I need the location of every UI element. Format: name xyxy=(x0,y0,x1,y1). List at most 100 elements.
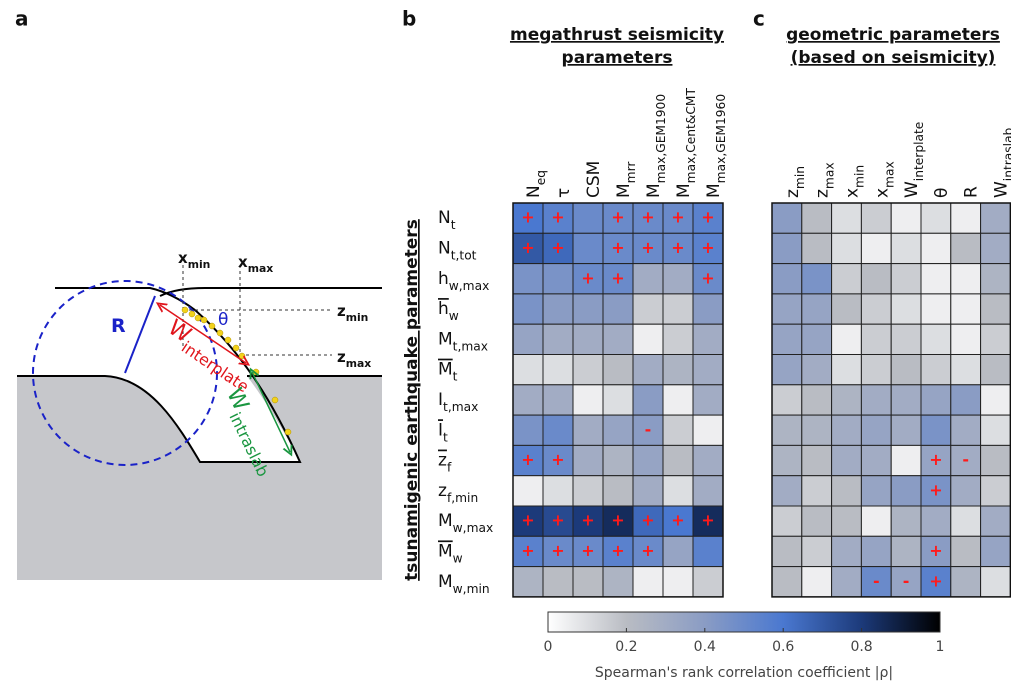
label-sub: mrr xyxy=(624,161,638,184)
heatmap-cell xyxy=(950,293,982,325)
significance-marker: - xyxy=(645,420,652,439)
theta-label: θ xyxy=(218,310,228,330)
heatmap-cell xyxy=(662,202,694,234)
heatmap-cell xyxy=(980,263,1011,295)
panel-letter: a xyxy=(15,7,29,31)
column-label: Mmax,GEM1900 xyxy=(644,94,668,198)
label-sub: w,max xyxy=(453,521,494,535)
column-label: Mmax,Cent&CMT xyxy=(674,88,698,198)
heatmap-cell xyxy=(831,535,862,568)
heatmap-cell xyxy=(890,566,922,598)
heatmap-cell xyxy=(860,263,892,295)
label-sub: t,max xyxy=(443,399,478,413)
heatmap-cell xyxy=(980,293,1011,325)
column-label: xmax xyxy=(872,161,896,198)
heatmap-cell xyxy=(602,323,634,356)
heatmap-cell xyxy=(632,444,664,477)
heatmap-cell xyxy=(860,354,892,386)
heatmap-cell xyxy=(662,535,694,568)
column-label: Winterplate xyxy=(902,122,926,198)
heatmap-cell xyxy=(980,444,1011,477)
colorbar-tick-label: 0.4 xyxy=(694,639,716,655)
heatmap-cell xyxy=(542,475,574,507)
label-main: M xyxy=(704,183,724,198)
heatmap-border xyxy=(512,202,724,598)
heatmap-cell xyxy=(831,384,862,416)
label-main: z xyxy=(337,348,346,366)
heatmap-cell xyxy=(692,263,724,295)
heatmap-cell xyxy=(950,444,982,477)
heatmap-cell xyxy=(692,535,724,568)
significance-marker: + xyxy=(701,511,714,530)
label-main: N xyxy=(524,185,544,198)
heatmap-cell xyxy=(771,444,803,477)
label-main: z xyxy=(813,189,833,198)
heatmap-cell xyxy=(980,535,1011,568)
heatmap-cell xyxy=(831,444,862,477)
heatmap-cell xyxy=(801,475,833,507)
label-sub: max xyxy=(248,262,274,275)
heatmap-cell xyxy=(512,414,544,446)
heatmap-cell xyxy=(801,293,833,325)
panel-title: megathrust seismicity xyxy=(510,25,724,45)
column-label: xmin xyxy=(843,165,867,198)
colorbar xyxy=(547,611,941,633)
heatmap-cell xyxy=(662,475,694,507)
heatmap-cell xyxy=(632,202,664,234)
colorbar-tick-label: 0.6 xyxy=(772,639,794,655)
heatmap-cell xyxy=(542,444,574,477)
row-label: Mt,max xyxy=(438,329,488,353)
heatmap-cell xyxy=(771,414,803,446)
column-label: Neq xyxy=(524,170,548,198)
heatmap-cell xyxy=(920,232,952,265)
heatmap-cell xyxy=(890,384,922,416)
significance-marker: - xyxy=(873,571,880,590)
significance-marker: + xyxy=(701,238,714,257)
column-label: Wintraslab xyxy=(992,127,1011,198)
heatmap-cell xyxy=(632,414,664,446)
significance-marker: + xyxy=(521,511,534,530)
heatmap-border xyxy=(771,202,1011,598)
heatmap-cell xyxy=(920,535,952,568)
significance-marker: + xyxy=(701,208,714,227)
row-label: Nt xyxy=(438,208,456,232)
heatmap-cell xyxy=(512,384,544,416)
heatmap-cell xyxy=(950,202,982,234)
heatmap-cell xyxy=(542,323,574,356)
significance-marker: + xyxy=(521,238,534,257)
label-sub: min xyxy=(346,311,369,324)
heatmap-cell xyxy=(512,293,544,325)
heatmap-cell xyxy=(602,475,634,507)
panel-letter: c xyxy=(753,7,765,31)
heatmap-cell xyxy=(801,414,833,446)
r-label: R xyxy=(111,315,126,337)
heatmap-cell xyxy=(860,232,892,265)
label-main: h xyxy=(438,299,449,319)
heatmap-cell xyxy=(572,232,604,265)
label-main: M xyxy=(438,511,453,531)
column-label: R xyxy=(962,186,982,198)
heatmap-cell xyxy=(860,505,892,537)
heatmap-cell xyxy=(602,384,634,416)
label-sub: f xyxy=(447,460,452,474)
row-label: It,max xyxy=(438,390,478,414)
significance-marker: + xyxy=(551,541,564,560)
significance-marker: + xyxy=(521,541,534,560)
heatmap-cell xyxy=(801,232,833,265)
significance-marker: + xyxy=(581,268,594,287)
label-main: h xyxy=(438,269,449,289)
heatmap-cell xyxy=(860,323,892,356)
heatmap-cell xyxy=(572,475,604,507)
heatmap-cell xyxy=(831,263,862,295)
heatmap-cell xyxy=(692,323,724,356)
heatmap-cell xyxy=(771,505,803,537)
heatmap-cell xyxy=(602,566,634,598)
label-main: M xyxy=(644,183,664,198)
heatmap-cell xyxy=(542,505,574,537)
heatmap-cell xyxy=(771,535,803,568)
heatmap-cell xyxy=(950,475,982,507)
row-label: Mw xyxy=(438,541,463,565)
significance-marker: - xyxy=(962,450,969,469)
significance-marker: + xyxy=(521,208,534,227)
heatmap-cell xyxy=(632,293,664,325)
